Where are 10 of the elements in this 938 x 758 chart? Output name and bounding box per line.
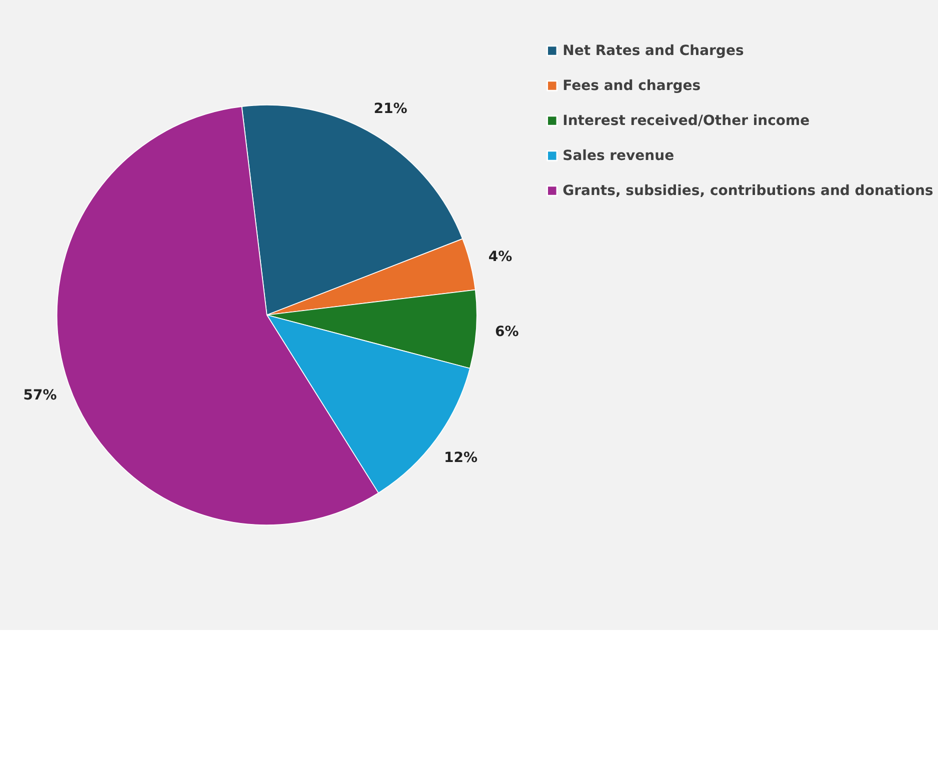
data-label: 21% (374, 100, 408, 117)
legend-label: Net Rates and Charges (562, 43, 744, 60)
legend-label: Grants, subsidies, contributions and donations (562, 183, 934, 200)
data-label: 57% (23, 388, 57, 404)
data-label: 4% (488, 248, 512, 265)
data-label: 6% (495, 324, 519, 340)
legend-label: Fees and charges (562, 78, 701, 94)
legend-label: Sales revenue (562, 148, 674, 164)
legend-label: Interest received/Other income (562, 113, 810, 130)
data-label: 12% (444, 450, 478, 466)
